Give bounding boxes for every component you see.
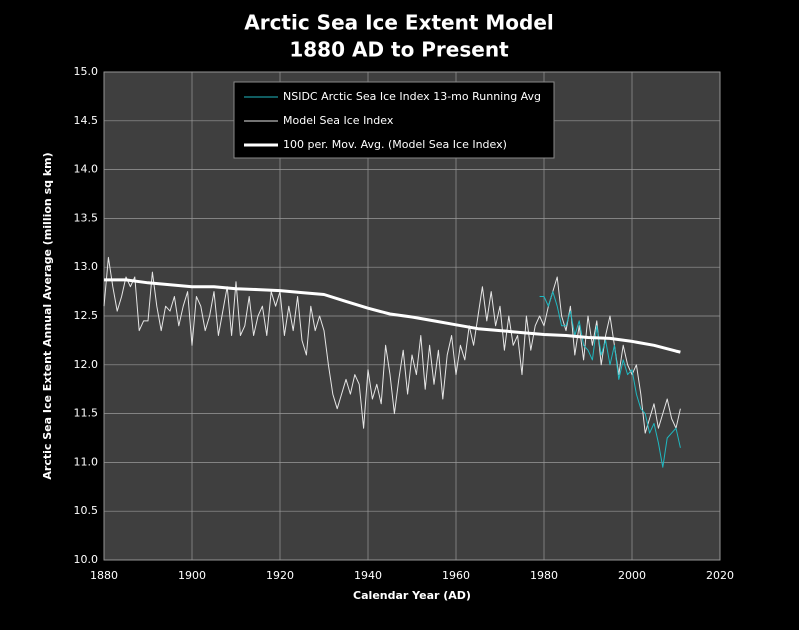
x-axis-label: Calendar Year (AD) [353, 589, 471, 602]
legend-label: NSIDC Arctic Sea Ice Index 13-mo Running… [283, 90, 541, 103]
y-tick-label: 13.5 [74, 211, 99, 224]
x-tick-label: 1980 [530, 569, 558, 582]
x-tick-label: 1940 [354, 569, 382, 582]
series-line [103, 256, 681, 434]
x-tick-label: 1920 [266, 569, 294, 582]
y-tick-label: 10.0 [74, 553, 99, 566]
chart-title: Arctic Sea Ice Extent Model [244, 11, 554, 35]
y-tick-label: 11.0 [74, 455, 99, 468]
y-tick-label: 14.0 [74, 163, 99, 176]
legend-box [233, 81, 555, 159]
y-tick-label: 12.5 [74, 309, 99, 322]
y-tick-label: 10.5 [74, 504, 99, 517]
legend-label: Model Sea Ice Index [283, 114, 394, 127]
y-tick-label: 12.0 [74, 358, 99, 371]
y-tick-label: 11.5 [74, 407, 99, 420]
x-tick-label: 2000 [618, 569, 646, 582]
y-tick-label: 15.0 [74, 65, 99, 78]
legend-label: 100 per. Mov. Avg. (Model Sea Ice Index) [283, 138, 507, 151]
x-tick-label: 1960 [442, 569, 470, 582]
y-tick-label: 13.0 [74, 260, 99, 273]
y-axis-label: Arctic Sea Ice Extent Annual Average (mi… [41, 152, 54, 479]
x-tick-label: 1900 [178, 569, 206, 582]
x-tick-label: 1880 [90, 569, 118, 582]
series-line [104, 278, 681, 354]
y-tick-label: 14.5 [74, 114, 99, 127]
chart-subtitle: 1880 AD to Present [289, 38, 509, 62]
series-line [539, 291, 681, 468]
x-tick-label: 2020 [706, 569, 734, 582]
